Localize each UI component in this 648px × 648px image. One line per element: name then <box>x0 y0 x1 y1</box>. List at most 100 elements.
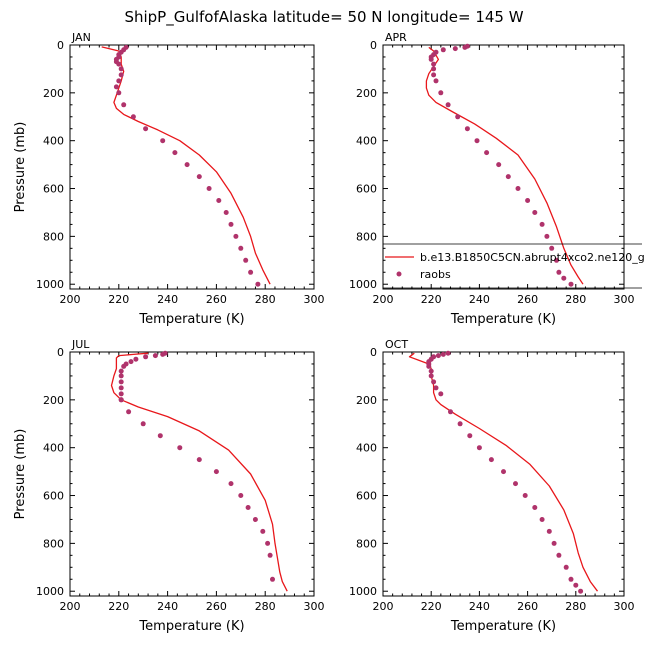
raobs-point <box>474 138 480 144</box>
raobs-point <box>265 540 271 546</box>
x-tick-label: 220 <box>421 293 442 306</box>
raobs-point <box>435 353 441 359</box>
plot-frame <box>69 351 315 597</box>
raobs-point <box>448 409 453 415</box>
y-tick-label: 400 <box>356 442 377 455</box>
raobs-point <box>515 186 521 191</box>
x-tick-label: 300 <box>304 600 325 613</box>
y-tick-label: 1000 <box>349 278 377 291</box>
raobs-point <box>551 540 557 546</box>
x-tick-label: 220 <box>108 600 129 613</box>
panels: JAN 200 220 240 260 280 300 0 200 400 600 800 1000 Te… <box>13 31 645 634</box>
raobs-point <box>140 421 146 427</box>
x-tick-label: 280 <box>565 600 586 613</box>
panel-title: OCT <box>385 338 408 351</box>
model-series-line <box>425 46 584 285</box>
panel-oct: OCT 200 220 240 260 280 300 0 200 400 600 800 1000 Te… <box>349 338 635 634</box>
raobs-point <box>116 61 122 67</box>
raobs-point <box>556 269 562 275</box>
raobs-point <box>228 221 234 227</box>
raobs-point <box>539 221 545 227</box>
raobs-point <box>452 46 458 52</box>
raobs-point <box>561 275 567 281</box>
figure-title: ShipP_GulfofAlaska latitude= 50 N longit… <box>124 8 523 27</box>
raobs-point <box>433 78 439 84</box>
raobs-point <box>431 66 437 72</box>
raobs-point <box>118 385 124 391</box>
raobs-point <box>426 363 432 369</box>
raobs-point <box>245 505 251 510</box>
x-tick-label: 220 <box>421 600 442 613</box>
raobs-point <box>455 114 461 120</box>
x-tick-label: 300 <box>614 293 635 306</box>
x-tick-label: 260 <box>206 600 227 613</box>
panel-title: APR <box>385 31 407 44</box>
x-tick-label: 280 <box>255 600 276 613</box>
raobs-point <box>206 186 212 191</box>
x-tick-label: 260 <box>517 600 538 613</box>
x-tick-label: 200 <box>60 293 81 306</box>
raobs-point <box>556 552 562 558</box>
raobs-point <box>539 517 545 522</box>
legend-obs-label: raobs <box>420 268 451 281</box>
plot-frame <box>382 44 625 290</box>
raobs-point <box>238 245 244 251</box>
raobs-point <box>476 445 482 451</box>
plot-frame <box>382 351 625 597</box>
legend-obs-swatch <box>396 271 402 277</box>
raobs-point <box>438 391 444 397</box>
raobs-point <box>457 421 463 427</box>
x-tick-label: 300 <box>304 293 325 306</box>
y-tick-label: 1000 <box>36 585 64 598</box>
raobs-point <box>216 198 222 203</box>
raobs-point <box>184 162 190 168</box>
raobs-point <box>233 233 239 239</box>
y-tick-label: 200 <box>356 394 377 407</box>
raobs-point <box>130 114 136 120</box>
model-series-line <box>110 352 288 592</box>
raobs-point <box>438 90 444 96</box>
raobs-point <box>252 517 258 522</box>
raobs-point <box>143 126 149 132</box>
raobs-point <box>160 138 166 144</box>
raobs-point <box>118 368 124 374</box>
x-tick-label: 260 <box>206 293 227 306</box>
x-tick-label: 220 <box>108 293 129 306</box>
x-tick-label: 200 <box>60 600 81 613</box>
raobs-point <box>121 102 127 108</box>
y-tick-label: 0 <box>370 39 377 52</box>
raobs-point <box>464 126 470 132</box>
y-tick-label: 1000 <box>36 278 64 291</box>
panel-title: JAN <box>71 31 91 44</box>
raobs-point <box>196 457 202 463</box>
raobs-point <box>431 61 437 67</box>
x-tick-label: 240 <box>469 600 490 613</box>
raobs-point <box>544 233 550 239</box>
raobs-point <box>532 210 538 215</box>
y-tick-label: 400 <box>356 135 377 148</box>
panel-jul: JUL 200 220 240 260 280 300 0 200 400 600 800 1000 Te… <box>13 338 325 634</box>
raobs-point <box>128 359 134 365</box>
raobs-point <box>431 72 437 78</box>
y-tick-label: 200 <box>43 394 64 407</box>
raobs-point <box>238 493 244 498</box>
raobs-point <box>133 356 139 362</box>
x-tick-label: 200 <box>373 293 394 306</box>
raobs-point <box>157 433 163 439</box>
x-axis-label: Temperature (K) <box>138 619 244 634</box>
raobs-point <box>255 281 261 287</box>
raobs-point <box>152 353 158 359</box>
raobs-point <box>563 564 569 570</box>
raobs-point <box>440 47 446 53</box>
raobs-point <box>488 457 494 463</box>
y-tick-label: 0 <box>57 346 64 359</box>
raobs-point <box>177 445 183 451</box>
raobs-point <box>118 397 124 403</box>
y-axis-label: Pressure (mb) <box>13 429 28 520</box>
raobs-point <box>267 552 273 558</box>
y-tick-label: 0 <box>370 346 377 359</box>
raobs-point <box>549 245 555 251</box>
y-tick-label: 800 <box>356 537 377 550</box>
raobs-point <box>248 269 254 275</box>
